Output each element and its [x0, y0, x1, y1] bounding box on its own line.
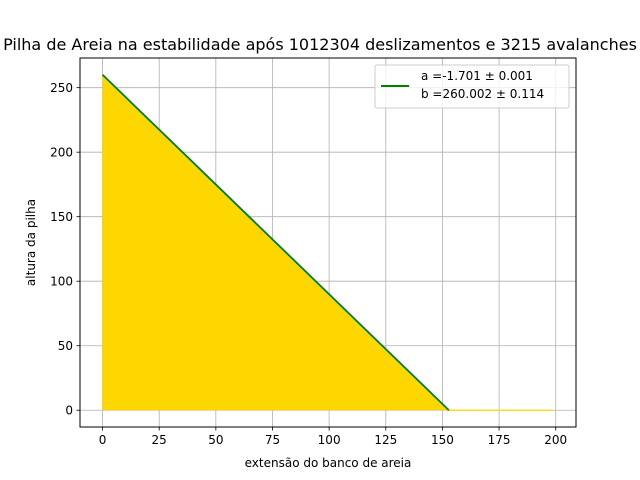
legend-text-a: a =-1.701 ± 0.001: [421, 69, 533, 83]
y-axis-ticks: 0 50 100 150 200 250: [50, 81, 80, 418]
x-tick-label: 125: [374, 433, 397, 447]
y-axis-label: altura da pilha: [24, 199, 38, 286]
y-tick-label: 50: [58, 339, 73, 353]
x-tick-label: 150: [431, 433, 454, 447]
x-tick-label: 25: [152, 433, 167, 447]
legend-text-b: b =260.002 ± 0.114: [421, 87, 544, 101]
plot-frame: [79, 57, 577, 428]
y-tick-label: 200: [50, 146, 73, 160]
y-tick-label: 100: [50, 275, 73, 289]
sand-pile-area: [102, 74, 554, 411]
y-tick-label: 250: [50, 81, 73, 95]
x-axis-ticks: 0 25 50 75 100 125 150 175 200: [99, 427, 567, 447]
x-axis-label: extensão do banco de areia: [245, 456, 412, 470]
y-tick-label: 0: [65, 404, 73, 418]
x-tick-label: 0: [99, 433, 107, 447]
x-tick-label: 50: [208, 433, 223, 447]
legend: a =-1.701 ± 0.001 b =260.002 ± 0.114: [374, 64, 570, 109]
fit-line: [101, 74, 450, 411]
x-tick-label: 75: [265, 433, 280, 447]
legend-box: [374, 64, 570, 109]
x-tick-label: 175: [488, 433, 511, 447]
chart-title: Pilha de Areia na estabilidade após 1012…: [3, 35, 637, 54]
x-tick-label: 100: [318, 433, 341, 447]
x-tick-label: 200: [544, 433, 567, 447]
y-tick-label: 150: [50, 210, 73, 224]
plot-area: [101, 74, 554, 411]
